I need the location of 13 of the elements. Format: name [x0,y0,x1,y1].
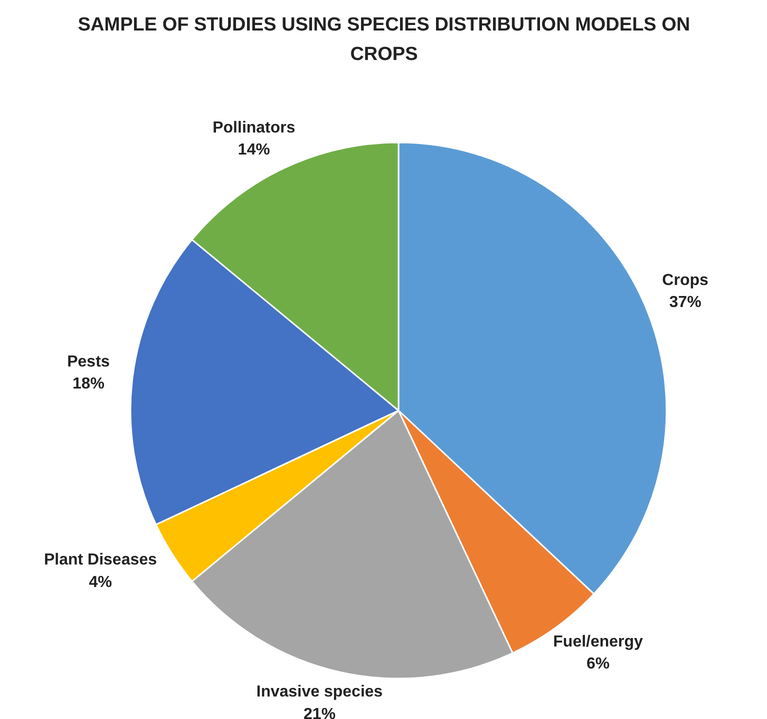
data-label: 37% [669,294,702,311]
data-label: 21% [304,706,336,719]
slice-label: Fuel/energy [553,634,644,651]
data-label: 14% [238,142,270,159]
slice-label: Plant Diseases [44,552,158,569]
slice-label: Invasive species [256,684,383,701]
slice-label: Crops [662,272,709,289]
data-label: 18% [72,375,104,392]
slice-label: Pests [67,353,110,370]
data-label: 4% [88,574,112,591]
data-label: 6% [586,656,610,673]
chart-title: SAMPLE OF STUDIES USING SPECIES DISTRIBUTION MODELS ON CROPS [78,14,690,65]
slice-label: Pollinators [212,120,296,136]
